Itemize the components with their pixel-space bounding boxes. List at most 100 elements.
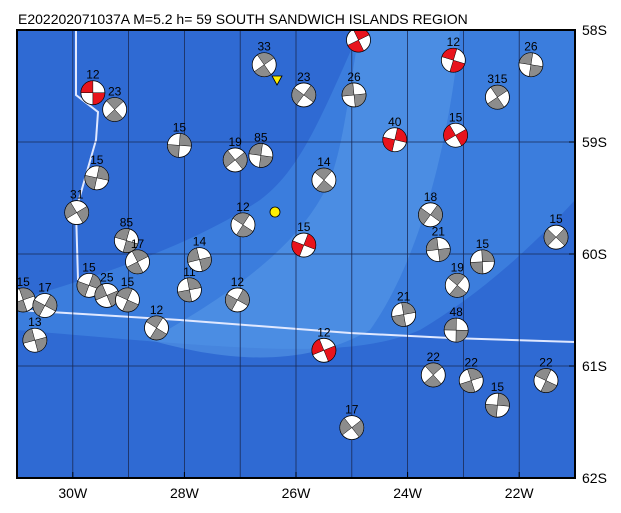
focal-mechanism: 25	[94, 270, 120, 308]
focal-mechanism: 15	[443, 110, 468, 148]
compression	[485, 392, 510, 418]
focal-mechanism: 315	[485, 72, 510, 110]
depth-label: 22	[539, 356, 553, 370]
focal-mechanism: 33	[251, 40, 277, 78]
compression	[339, 417, 365, 438]
compression	[291, 233, 317, 257]
depth-label: 85	[120, 216, 134, 230]
lat-tick-label: 61S	[582, 358, 607, 374]
compression	[543, 228, 569, 247]
depth-label: 85	[254, 130, 268, 144]
compression	[222, 150, 248, 170]
lon-tick-label: 28W	[170, 485, 200, 501]
compression	[347, 30, 370, 53]
compression	[443, 124, 468, 147]
focal-mechanism: 15	[84, 153, 110, 191]
focal-mechanism: 15	[115, 275, 140, 313]
compression	[518, 52, 544, 77]
depth-label: 12	[231, 275, 245, 289]
compression	[187, 247, 212, 272]
depth-label: 15	[82, 260, 96, 274]
focal-mechanism: 14	[187, 235, 212, 273]
lon-tick-label: 26W	[282, 485, 312, 501]
compression	[84, 165, 110, 190]
compression	[105, 97, 124, 122]
lon-tick-label: 24W	[393, 485, 423, 501]
depth-label: 12	[317, 325, 331, 339]
focal-mechanism: 40	[382, 115, 408, 153]
focal-mechanism: 12	[80, 68, 106, 106]
compression	[447, 273, 467, 298]
depth-label: 26	[524, 40, 538, 54]
depth-label: 12	[150, 303, 164, 317]
focal-mechanism: 17	[339, 403, 365, 441]
focal-mechanism: 26	[518, 40, 544, 78]
depth-label: 15	[476, 237, 490, 251]
station	[269, 206, 281, 218]
focal-mechanism: 15	[17, 275, 36, 313]
depth-label: 23	[108, 85, 122, 99]
depth-label: 12	[236, 200, 250, 214]
compression	[443, 317, 469, 343]
depth-label: 31	[70, 188, 84, 202]
compression	[177, 277, 202, 303]
focal-mechanism: 15	[469, 237, 495, 275]
focal-mechanism: 31	[64, 188, 90, 225]
compression	[291, 85, 317, 105]
depth-label: 12	[447, 35, 461, 49]
lon-tick-label: 30W	[58, 485, 88, 501]
compression	[441, 48, 466, 73]
lat-tick-label: 60S	[582, 246, 607, 262]
focal-mechanism: 12	[230, 200, 256, 238]
depth-label: 12	[86, 68, 100, 82]
compression	[423, 362, 443, 388]
depth-label: 26	[347, 70, 361, 84]
depth-label: 25	[100, 270, 114, 284]
compression	[254, 52, 275, 77]
depth-label: 19	[228, 135, 242, 149]
depth-label: 15	[90, 153, 104, 167]
focal-mechanism: 18	[418, 190, 443, 228]
depth-label: 48	[449, 305, 463, 319]
compression	[145, 315, 168, 341]
focal-mechanism: 22	[533, 356, 559, 393]
focal-mechanism: 85	[113, 216, 139, 253]
map-title: E202202071037A M=5.2 h= 59 SOUTH SANDWIC…	[18, 11, 468, 27]
compression	[116, 287, 139, 313]
compression	[534, 368, 558, 393]
focal-mechanism: 15	[543, 212, 569, 250]
depth-label: 17	[345, 403, 359, 417]
focal-mechanism: 22	[420, 350, 446, 388]
compression	[311, 338, 337, 362]
depth-label: 19	[451, 260, 465, 274]
depth-label: 21	[432, 225, 446, 239]
focal-mechanism: 12	[144, 303, 169, 341]
focal-mechanism: 13	[22, 315, 48, 353]
focal-mechanism: 12	[440, 35, 466, 73]
compression	[225, 289, 250, 311]
depth-label: 33	[258, 40, 272, 54]
focal-mechanism: 21	[425, 225, 451, 262]
compression	[248, 143, 274, 168]
depth-label: 15	[121, 275, 135, 289]
compression	[80, 80, 106, 105]
focal-mechanism: 15	[166, 120, 192, 158]
compression	[341, 82, 367, 108]
compression	[22, 328, 48, 353]
focal-mechanism: 12	[311, 325, 337, 363]
depth-label: 22	[465, 356, 479, 370]
focal-mechanism: 19	[444, 260, 470, 298]
depth-label: 14	[193, 235, 207, 249]
lat-tick-label: 59S	[582, 134, 607, 150]
focal-mechanism: 12	[225, 275, 250, 313]
focal-mechanism: 19	[222, 135, 248, 173]
compression	[64, 201, 89, 224]
focal-mechanism: 15	[485, 380, 510, 418]
compression	[126, 249, 149, 275]
depth-label: 315	[487, 72, 507, 86]
focal-mechanism: 15	[76, 260, 102, 298]
compression	[418, 204, 443, 225]
depth-label: 15	[173, 120, 187, 134]
depth-label: 13	[28, 315, 42, 329]
depth-label: 40	[388, 115, 402, 129]
